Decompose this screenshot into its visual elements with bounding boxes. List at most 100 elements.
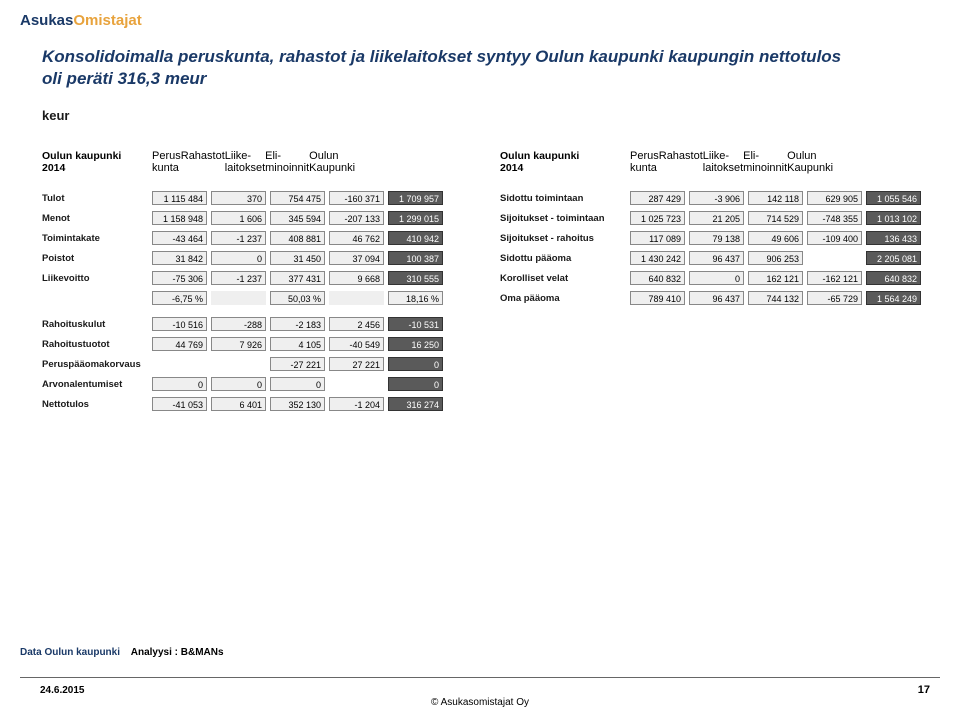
row-label: Peruspääomakorvaus bbox=[42, 359, 152, 370]
cell: -1 204 bbox=[329, 397, 384, 411]
cell: 1 299 015 bbox=[388, 211, 443, 225]
cell: 162 121 bbox=[748, 271, 803, 285]
table-row: Poistot31 842031 45037 094100 387 bbox=[42, 250, 472, 266]
table-row: Sijoitukset - toimintaan1 025 72321 2057… bbox=[500, 210, 930, 226]
balance-table: Oulun kaupunki 2014 Peruskunta Rahastot … bbox=[500, 150, 930, 310]
cell: 6 401 bbox=[211, 397, 266, 411]
cell: 0 bbox=[388, 377, 443, 391]
col-header: Peruskunta bbox=[152, 150, 181, 174]
row-label: Sijoitukset - rahoitus bbox=[500, 233, 630, 244]
cell: 1 013 102 bbox=[866, 211, 921, 225]
row-label: Sidottu toimintaan bbox=[500, 193, 630, 204]
cell: 0 bbox=[152, 377, 207, 391]
brand-logo: AsukasOmistajat bbox=[20, 12, 142, 29]
cell: 96 437 bbox=[689, 251, 744, 265]
cell: -288 bbox=[211, 317, 266, 331]
cell: -109 400 bbox=[807, 231, 862, 245]
row-label: Nettotulos bbox=[42, 399, 152, 410]
col-header: OulunKaupunki bbox=[309, 150, 355, 174]
table-row: Tulot1 115 484 370 754 475 -160 371 1 709 95… bbox=[42, 190, 472, 206]
cell: 46 762 bbox=[329, 231, 384, 245]
cell: 789 410 bbox=[630, 291, 685, 305]
cell: 44 769 bbox=[152, 337, 207, 351]
cell: 1 025 723 bbox=[630, 211, 685, 225]
left-table-header: Oulun kaupunki 2014 Peruskunta Rahastot … bbox=[42, 150, 472, 174]
analysis-credit: Analyysi : B&MANs bbox=[131, 647, 224, 658]
table-row: Menot1 158 9481 606345 594-207 1331 299 … bbox=[42, 210, 472, 226]
table-row: Arvonalentumiset0000 bbox=[42, 376, 472, 392]
cell: 1 606 bbox=[211, 211, 266, 225]
cell: 629 905 bbox=[807, 191, 862, 205]
cell: -160 371 bbox=[329, 191, 384, 205]
cell: 0 bbox=[388, 357, 443, 371]
row-label: Poistot bbox=[42, 253, 152, 264]
col-header: Eli-minoinnit bbox=[743, 150, 787, 174]
cell: 370 bbox=[211, 191, 266, 205]
table-row: Rahoituskulut-10 516-288-2 1832 456-10 5… bbox=[42, 316, 472, 332]
cell: 7 926 bbox=[211, 337, 266, 351]
col-header: OulunKaupunki bbox=[787, 150, 833, 174]
cell: 377 431 bbox=[270, 271, 325, 285]
row-label: Rahoitustuotot bbox=[42, 339, 152, 350]
cell: 1 709 957 bbox=[388, 191, 443, 205]
cell: -1 237 bbox=[211, 271, 266, 285]
table-row: Korolliset velat640 8320162 121-162 1216… bbox=[500, 270, 930, 286]
cell: 714 529 bbox=[748, 211, 803, 225]
cell: 906 253 bbox=[748, 251, 803, 265]
col-header: Liike-laitokset bbox=[703, 150, 743, 174]
row-label: Rahoituskulut bbox=[42, 319, 152, 330]
cell: 640 832 bbox=[630, 271, 685, 285]
cell: 1 564 249 bbox=[866, 291, 921, 305]
cell: 1 115 484 bbox=[152, 191, 207, 205]
table-row: Rahoitustuotot44 769 7 926 4 105 -40 549 16 … bbox=[42, 336, 472, 352]
cell: -207 133 bbox=[329, 211, 384, 225]
cell: 310 555 bbox=[388, 271, 443, 285]
col-header: Liike-laitokset bbox=[225, 150, 265, 174]
page-title: Konsolidoimalla peruskunta, rahastot ja … bbox=[42, 46, 862, 90]
cell: 0 bbox=[211, 377, 266, 391]
cell: 142 118 bbox=[748, 191, 803, 205]
table-row: Oma pääoma789 41096 437744 132-65 7291 5… bbox=[500, 290, 930, 306]
cell: -75 306 bbox=[152, 271, 207, 285]
row-label: Toimintakate bbox=[42, 233, 152, 244]
footer-divider bbox=[20, 677, 940, 678]
cell: 16 250 bbox=[388, 337, 443, 351]
cell: -162 121 bbox=[807, 271, 862, 285]
footer-date: 24.6.2015 bbox=[40, 685, 85, 696]
table-row: Toimintakate-43 464-1 237408 88146 76241… bbox=[42, 230, 472, 246]
cell: 100 387 bbox=[388, 251, 443, 265]
row-label: Korolliset velat bbox=[500, 273, 630, 284]
table-row: Sidottu toimintaan287 429-3 906142 11862… bbox=[500, 190, 930, 206]
cell: 744 132 bbox=[748, 291, 803, 305]
cell: 410 942 bbox=[388, 231, 443, 245]
cell: -6,75 % bbox=[152, 291, 207, 305]
cell: 408 881 bbox=[270, 231, 325, 245]
logo-part2: Omistajat bbox=[73, 12, 141, 29]
table-row: Liikevoitto-75 306-1 237377 4319 668310 … bbox=[42, 270, 472, 286]
cell: 9 668 bbox=[329, 271, 384, 285]
cell: -41 053 bbox=[152, 397, 207, 411]
cell: 117 089 bbox=[630, 231, 685, 245]
cell: 37 094 bbox=[329, 251, 384, 265]
logo-part1: Asukas bbox=[20, 12, 73, 29]
table-row: Nettotulos-41 0536 401352 130-1 204316 2… bbox=[42, 396, 472, 412]
right-table-header: Oulun kaupunki 2014 Peruskunta Rahastot … bbox=[500, 150, 930, 174]
cell: 345 594 bbox=[270, 211, 325, 225]
col-header: Eli-minoinnit bbox=[265, 150, 309, 174]
row-label: Sijoitukset - toimintaan bbox=[500, 213, 630, 224]
cell: -1 237 bbox=[211, 231, 266, 245]
table-row: Sidottu pääoma1 430 24296 437906 2532 20… bbox=[500, 250, 930, 266]
cell: 316 274 bbox=[388, 397, 443, 411]
cell: 4 105 bbox=[270, 337, 325, 351]
cell: -748 355 bbox=[807, 211, 862, 225]
cell: 754 475 bbox=[270, 191, 325, 205]
cell: -40 549 bbox=[329, 337, 384, 351]
entity-year: 2014 bbox=[500, 162, 630, 174]
cell bbox=[807, 251, 862, 265]
cell: 287 429 bbox=[630, 191, 685, 205]
row-label: Tulot bbox=[42, 193, 152, 204]
cell: 0 bbox=[211, 251, 266, 265]
cell: -65 729 bbox=[807, 291, 862, 305]
table-row: Peruspääomakorvaus-27 22127 2210 bbox=[42, 356, 472, 372]
cell: 31 842 bbox=[152, 251, 207, 265]
